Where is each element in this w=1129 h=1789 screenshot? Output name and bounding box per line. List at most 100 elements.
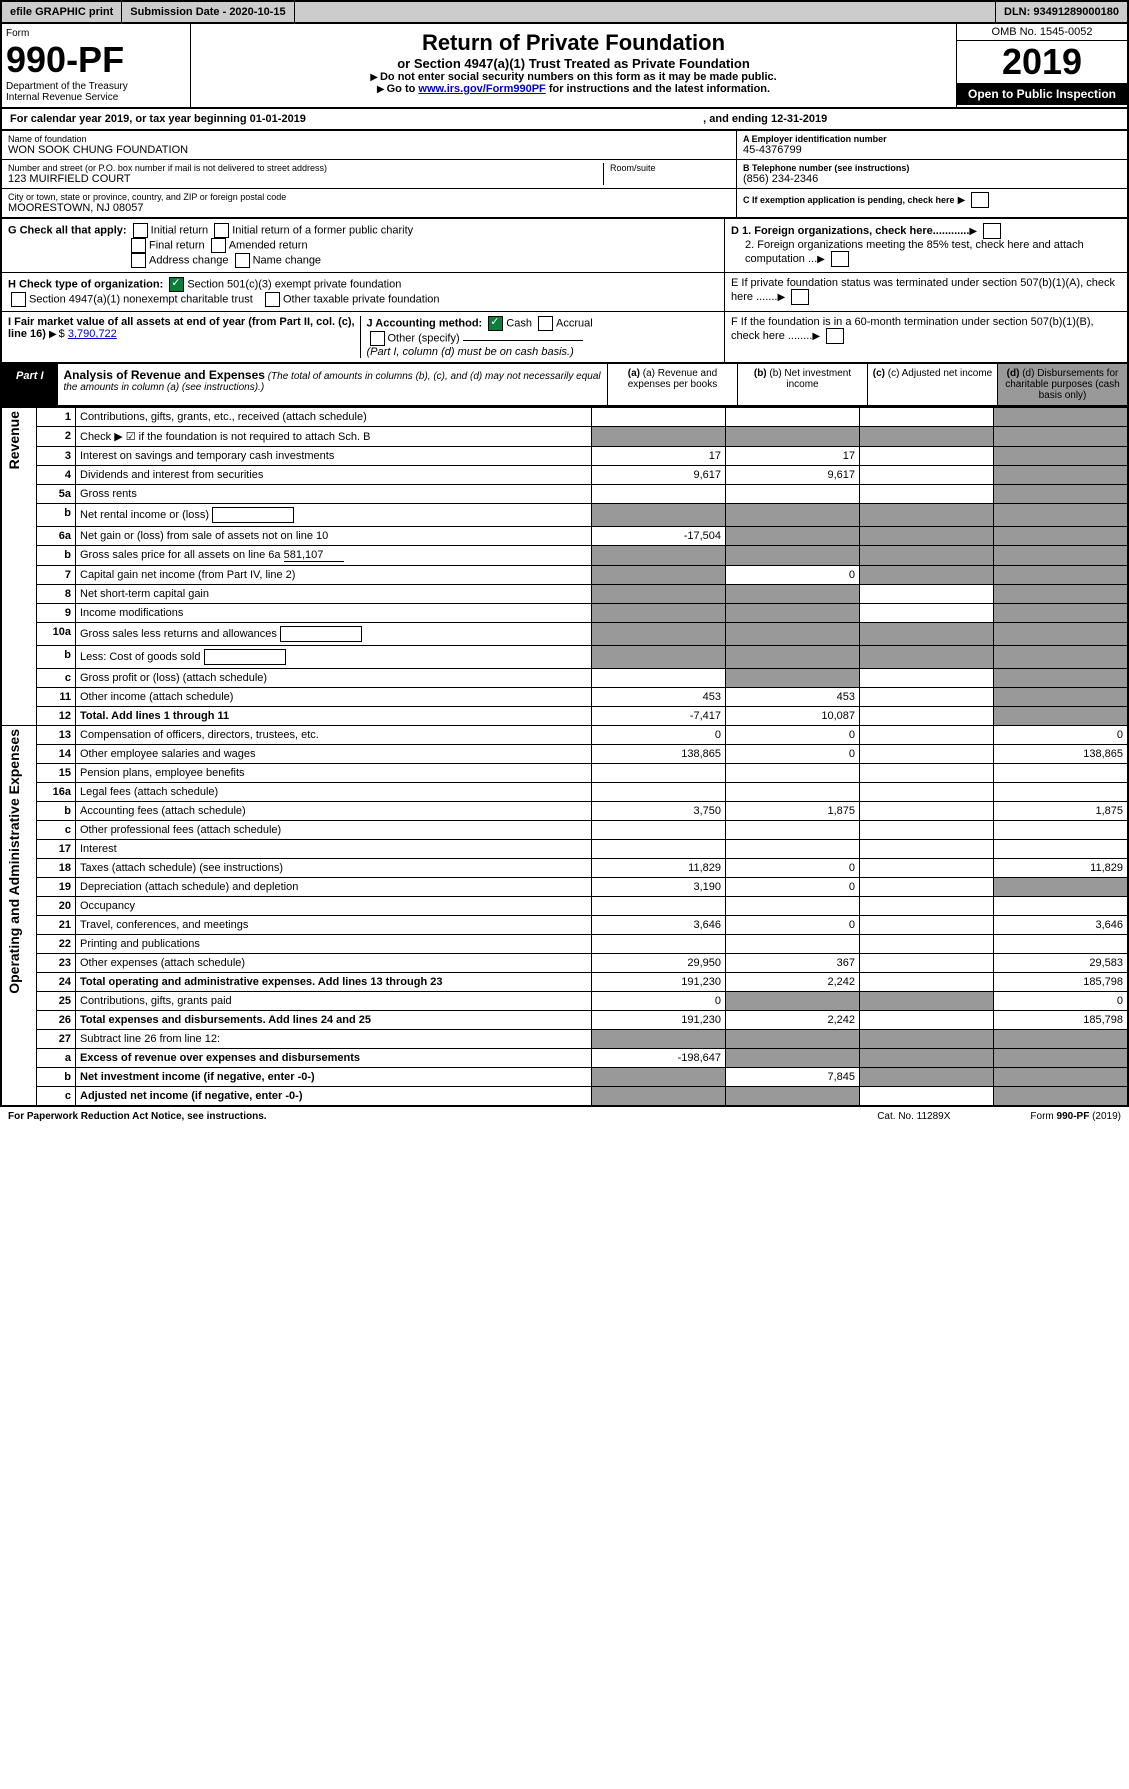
j-cash-checkbox[interactable] <box>488 316 503 331</box>
i-label: I Fair market value of all assets at end… <box>8 316 355 340</box>
j-other-checkbox[interactable] <box>370 331 385 346</box>
h-other-checkbox[interactable] <box>265 292 280 307</box>
i-value[interactable]: 3,790,722 <box>68 328 117 340</box>
line-description: Subtract line 26 from line 12: <box>76 1030 592 1049</box>
line-description: Adjusted net income (if negative, enter … <box>76 1087 592 1107</box>
value-cell <box>592 764 726 783</box>
g-amended-checkbox[interactable] <box>211 238 226 253</box>
value-cell <box>994 840 1129 859</box>
f-checkbox[interactable] <box>826 328 844 344</box>
value-cell <box>860 992 994 1011</box>
line-number: 26 <box>37 1011 76 1030</box>
g-initial-former-checkbox[interactable] <box>214 223 229 238</box>
line-description: Gross rents <box>76 485 592 504</box>
value-cell <box>592 1030 726 1049</box>
col-d-head: (d) (d) Disbursements for charitable pur… <box>997 364 1127 405</box>
value-cell: 11,829 <box>994 859 1129 878</box>
col-b-head: (b) (b) Net investment income <box>737 364 867 405</box>
value-cell <box>860 897 994 916</box>
value-cell <box>726 546 860 566</box>
line-number: 5a <box>37 485 76 504</box>
irs-label: Internal Revenue Service <box>6 92 186 103</box>
table-row: 22Printing and publications <box>1 935 1128 954</box>
line-description: Other employee salaries and wages <box>76 745 592 764</box>
value-cell <box>726 1030 860 1049</box>
line-description: Total expenses and disbursements. Add li… <box>76 1011 592 1030</box>
irs-link[interactable]: www.irs.gov/Form990PF <box>418 83 545 95</box>
line-description: Net gain or (loss) from sale of assets n… <box>76 527 592 546</box>
footer-mid: Cat. No. 11289X <box>877 1111 1030 1122</box>
line-number: 10a <box>37 623 76 646</box>
line-number: b <box>37 546 76 566</box>
value-cell: 10,087 <box>726 707 860 726</box>
line-description: Income modifications <box>76 604 592 623</box>
line-description: Occupancy <box>76 897 592 916</box>
line-description: Legal fees (attach schedule) <box>76 783 592 802</box>
value-cell <box>860 821 994 840</box>
value-cell: 2,242 <box>726 973 860 992</box>
value-cell <box>860 802 994 821</box>
line-number: 20 <box>37 897 76 916</box>
value-cell <box>994 427 1129 447</box>
table-row: cOther professional fees (attach schedul… <box>1 821 1128 840</box>
value-cell <box>592 840 726 859</box>
g-initial-checkbox[interactable] <box>133 223 148 238</box>
table-row: cGross profit or (loss) (attach schedule… <box>1 669 1128 688</box>
value-cell <box>726 623 860 646</box>
value-cell: 0 <box>994 992 1129 1011</box>
value-cell <box>860 764 994 783</box>
line-description: Other income (attach schedule) <box>76 688 592 707</box>
g-name-checkbox[interactable] <box>235 253 250 268</box>
line-description: Taxes (attach schedule) (see instruction… <box>76 859 592 878</box>
line-number: 12 <box>37 707 76 726</box>
j-accrual-checkbox[interactable] <box>538 316 553 331</box>
table-row: 12Total. Add lines 1 through 11-7,41710,… <box>1 707 1128 726</box>
value-cell: 191,230 <box>592 1011 726 1030</box>
d1-checkbox[interactable] <box>983 223 1001 239</box>
value-cell: 1,875 <box>726 802 860 821</box>
value-cell: 7,845 <box>726 1068 860 1087</box>
table-row: 3Interest on savings and temporary cash … <box>1 447 1128 466</box>
ein-value: 45-4376799 <box>743 144 1121 156</box>
instruct-2: Go to www.irs.gov/Form990PF for instruct… <box>197 83 950 95</box>
e-checkbox[interactable] <box>791 289 809 305</box>
g-address-checkbox[interactable] <box>131 253 146 268</box>
cal-year-end: , and ending 12-31-2019 <box>703 113 1119 125</box>
table-row: 11Other income (attach schedule)453453 <box>1 688 1128 707</box>
line-description: Total. Add lines 1 through 11 <box>76 707 592 726</box>
line-description: Excess of revenue over expenses and disb… <box>76 1049 592 1068</box>
tel-label: B Telephone number (see instructions) <box>743 163 1121 173</box>
omb-number: OMB No. 1545-0052 <box>957 24 1127 41</box>
value-cell <box>592 821 726 840</box>
line-number: 16a <box>37 783 76 802</box>
footer-right: Form 990-PF (2019) <box>1030 1111 1121 1122</box>
value-cell <box>592 408 726 427</box>
value-cell <box>860 527 994 546</box>
value-cell: 191,230 <box>592 973 726 992</box>
value-cell <box>592 897 726 916</box>
table-row: bGross sales price for all assets on lin… <box>1 546 1128 566</box>
line-number: 25 <box>37 992 76 1011</box>
value-cell <box>860 408 994 427</box>
value-cell <box>592 669 726 688</box>
value-cell <box>994 897 1129 916</box>
value-cell: 11,829 <box>592 859 726 878</box>
value-cell: 9,617 <box>726 466 860 485</box>
value-cell <box>860 1068 994 1087</box>
h-501c3-checkbox[interactable] <box>169 277 184 292</box>
h-4947-checkbox[interactable] <box>11 292 26 307</box>
table-row: bNet investment income (if negative, ent… <box>1 1068 1128 1087</box>
part1-label: Part I <box>2 364 58 405</box>
value-cell <box>994 764 1129 783</box>
value-cell <box>726 604 860 623</box>
value-cell <box>726 840 860 859</box>
c-checkbox[interactable] <box>971 192 989 208</box>
value-cell: 0 <box>726 916 860 935</box>
value-cell <box>592 783 726 802</box>
value-cell: 29,583 <box>994 954 1129 973</box>
value-cell <box>994 585 1129 604</box>
d2-checkbox[interactable] <box>831 251 849 267</box>
value-cell: 3,646 <box>994 916 1129 935</box>
g-final-checkbox[interactable] <box>131 238 146 253</box>
value-cell <box>726 669 860 688</box>
